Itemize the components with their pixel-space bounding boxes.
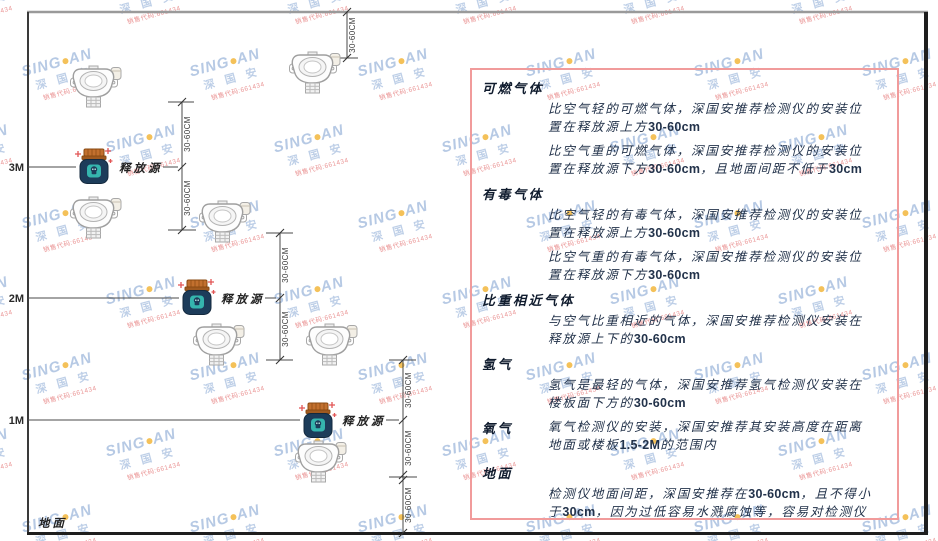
dim-label: 30-60CM — [183, 180, 192, 216]
section-paragraph: 比空气轻的有毒气体，深国安推荐检测仪的安装位置在释放源上方30-60cm — [548, 208, 863, 240]
dim-label: 30-60CM — [348, 17, 357, 53]
gas-detector-icon — [305, 323, 358, 366]
release-source-icon — [74, 147, 114, 185]
dim-label: 30-60CM — [281, 247, 290, 283]
height-axis: 3M 2M 1M 地面 — [9, 162, 67, 530]
dimension-labels: 30-60CM 30-60CM 30-60CM 30-60CM 30-60CM … — [183, 17, 413, 523]
gas-detector-icon — [192, 323, 245, 366]
axis-label-1m: 1M — [9, 415, 24, 427]
panel-section: 比重相近气体与空气比重相近的气体，深国安推荐检测仪安装在释放源上下的30-60c… — [482, 290, 887, 348]
dim-label: 30-60CM — [404, 372, 413, 408]
level-lines — [28, 166, 399, 421]
section-paragraph: 检测仪地面间距，深国安推荐在30-60cm，且不得小于30cm，因为过低容易水溅… — [548, 487, 872, 519]
release-sources: 释放源 释放源 释放源 — [74, 147, 386, 439]
section-header: 氧气 — [482, 421, 514, 436]
dim-label: 30-60CM — [183, 116, 192, 152]
dim-label: 30-60CM — [404, 487, 413, 523]
section-paragraph: 比空气重的可燃气体，深国安推荐检测仪的安装位置在释放源下方30-60cm，且地面… — [548, 144, 863, 176]
room-structure — [27, 10, 928, 535]
release-source-label: 释放源 — [119, 162, 163, 175]
gas-detector-icon — [69, 65, 122, 108]
section-header: 地面 — [482, 466, 514, 481]
release-source-label: 释放源 — [221, 293, 265, 306]
gas-detector-icon — [288, 51, 341, 94]
gas-detector-icon — [294, 440, 347, 483]
installation-guide-panel: 可燃气体 比空气轻的可燃气体，深国安推荐检测仪的安装位置在释放源上方30-60cm… — [470, 68, 899, 520]
section-paragraph: 氢气是最轻的气体，深国安推荐氢气检测仪安装在楼板面下方的30-60cm — [548, 378, 863, 410]
section-header: 氢气 — [482, 357, 514, 372]
dimension-lines — [168, 12, 417, 533]
ground-label: 地面 — [38, 517, 67, 530]
gas-detector-icon — [69, 196, 122, 239]
dimension-ticks — [177, 7, 408, 538]
release-source-icon — [298, 401, 338, 439]
section-header: 比重相近气体 — [482, 293, 576, 308]
panel-section: 氧气 氧气检测仪的安装，深国安推荐其安装高度在距离地面或楼板1.5-2M的范围内 — [482, 418, 887, 460]
release-source-icon — [177, 278, 217, 316]
gas-detector-icon — [198, 200, 251, 243]
section-paragraph: 比空气轻的可燃气体，深国安推荐检测仪的安装位置在释放源上方30-60cm — [548, 102, 863, 134]
section-paragraph: 与空气比重相近的气体，深国安推荐检测仪安装在释放源上下的30-60cm — [548, 314, 863, 346]
release-source-label: 释放源 — [342, 415, 386, 428]
panel-section: 氢气氢气是最轻的气体，深国安推荐氢气检测仪安装在楼板面下方的30-60cm — [482, 354, 887, 412]
section-paragraph: 比空气重的有毒气体，深国安推荐检测仪的安装位置在释放源下方30-60cm — [548, 250, 863, 282]
section-header: 有毒气体 — [482, 187, 545, 202]
section-header: 可燃气体 — [482, 81, 545, 96]
dim-label: 30-60CM — [404, 430, 413, 466]
panel-section: 地面检测仪地面间距，深国安推荐在30-60cm，且不得小于30cm，因为过低容易… — [482, 463, 887, 519]
panel-section: 有毒气体 比空气轻的有毒气体，深国安推荐检测仪的安装位置在释放源上方30-60cm… — [482, 184, 887, 284]
section-paragraph: 氧气检测仪的安装，深国安推荐其安装高度在距离地面或楼板1.5-2M的范围内 — [548, 420, 863, 452]
panel-section: 可燃气体 比空气轻的可燃气体，深国安推荐检测仪的安装位置在释放源上方30-60cm… — [482, 78, 887, 178]
dim-label: 30-60CM — [281, 311, 290, 347]
axis-label-3m: 3M — [9, 162, 24, 174]
axis-label-2m: 2M — [9, 293, 24, 305]
